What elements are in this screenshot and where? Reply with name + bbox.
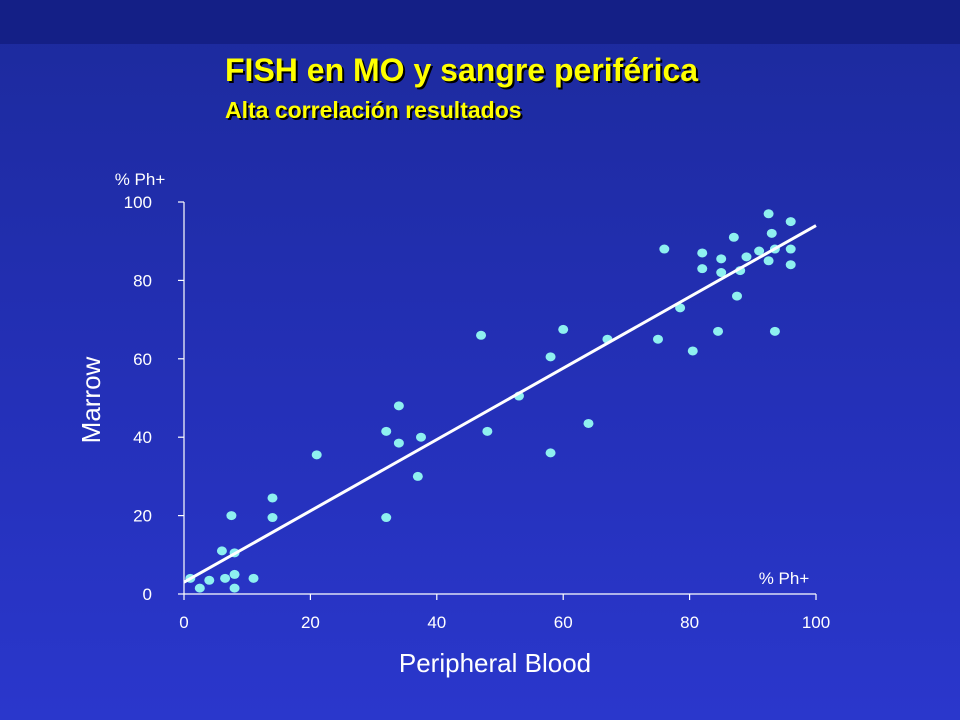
slide-title: FISH en MO y sangre periférica	[225, 52, 699, 88]
data-point	[785, 260, 796, 270]
data-point	[545, 352, 556, 362]
data-point	[687, 346, 698, 356]
data-point	[482, 426, 493, 436]
data-point	[545, 448, 556, 458]
data-point	[393, 438, 404, 448]
data-point	[785, 244, 796, 254]
top-bar	[0, 0, 960, 44]
data-point	[311, 450, 322, 460]
data-point	[558, 324, 569, 334]
data-point	[220, 573, 231, 583]
data-point	[769, 326, 780, 336]
data-point	[381, 513, 392, 523]
x-tick-label: 100	[802, 613, 830, 632]
axes	[183, 202, 816, 595]
data-point	[393, 401, 404, 411]
data-point	[381, 426, 392, 436]
ticks: 0 20 40 60 80 100 0 20 40 60 80 100	[124, 193, 831, 632]
x-tick-label: 0	[179, 613, 188, 632]
data-point	[653, 334, 663, 344]
y-unit-label: % Ph+	[115, 170, 166, 189]
trend-line-group	[183, 224, 817, 584]
x-tick-label: 60	[554, 613, 573, 632]
x-axis-label: Peripheral Blood	[399, 648, 591, 678]
x-tick-label: 80	[680, 613, 699, 632]
data-point	[697, 248, 708, 258]
data-point	[229, 583, 240, 593]
data-point	[716, 254, 727, 264]
data-point	[728, 232, 739, 242]
data-point	[248, 573, 259, 583]
slide-subtitle: Alta correlación resultados	[225, 97, 522, 123]
data-point	[732, 291, 742, 301]
x-tick-label: 20	[301, 613, 320, 632]
data-point	[716, 268, 727, 278]
data-point	[226, 511, 237, 521]
data-point	[754, 246, 765, 256]
trend-line	[183, 224, 817, 584]
data-point	[194, 583, 205, 593]
y-tick-label: 100	[124, 193, 152, 212]
x-tick-label: 40	[427, 613, 446, 632]
data-point	[416, 432, 426, 442]
x-unit-label: % Ph+	[759, 569, 810, 588]
data-point	[785, 217, 796, 227]
data-point	[204, 575, 215, 585]
data-point	[229, 569, 240, 579]
data-point	[216, 546, 227, 556]
data-point	[766, 228, 777, 238]
data-point	[583, 418, 594, 428]
data-point	[267, 513, 278, 523]
data-point	[697, 264, 708, 274]
y-tick-label: 0	[143, 585, 152, 604]
y-axis-label: Marrow	[76, 356, 106, 443]
data-point	[476, 330, 487, 340]
data-point	[741, 252, 752, 262]
data-point	[675, 303, 686, 313]
data-point	[659, 244, 670, 254]
y-tick-label: 80	[133, 271, 152, 290]
data-point	[763, 209, 774, 219]
data-point	[412, 471, 423, 481]
data-points	[185, 209, 796, 593]
data-point	[267, 493, 278, 503]
y-tick-label: 60	[133, 350, 152, 369]
y-tick-label: 20	[133, 507, 152, 526]
data-point	[763, 256, 774, 266]
data-point	[713, 326, 724, 336]
y-tick-label: 40	[133, 428, 152, 447]
